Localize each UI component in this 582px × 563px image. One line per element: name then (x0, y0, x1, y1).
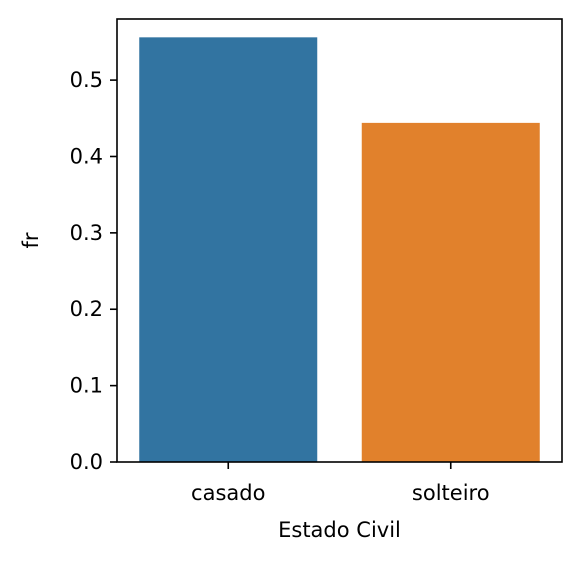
x-tick-label: casado (191, 481, 265, 505)
x-axis-label: Estado Civil (278, 518, 401, 542)
x-tick-label: solteiro (412, 481, 490, 505)
bar-solteiro (361, 122, 540, 463)
y-tick-label: 0.1 (70, 374, 103, 398)
axes-frame (116, 18, 563, 463)
y-tick-label: 0.2 (70, 297, 103, 321)
plot-area (139, 37, 540, 463)
y-tick-label: 0.5 (70, 68, 103, 92)
x-axis-ticks: casado solteiro (191, 462, 490, 505)
y-axis-label: fr (19, 232, 43, 248)
y-axis-ticks: 0.0 0.1 0.2 0.3 0.4 0.5 (70, 68, 117, 474)
bar-casado (139, 37, 318, 463)
y-tick-label: 0.4 (70, 144, 103, 168)
y-tick-label: 0.3 (70, 221, 103, 245)
y-tick-label: 0.0 (70, 450, 103, 474)
